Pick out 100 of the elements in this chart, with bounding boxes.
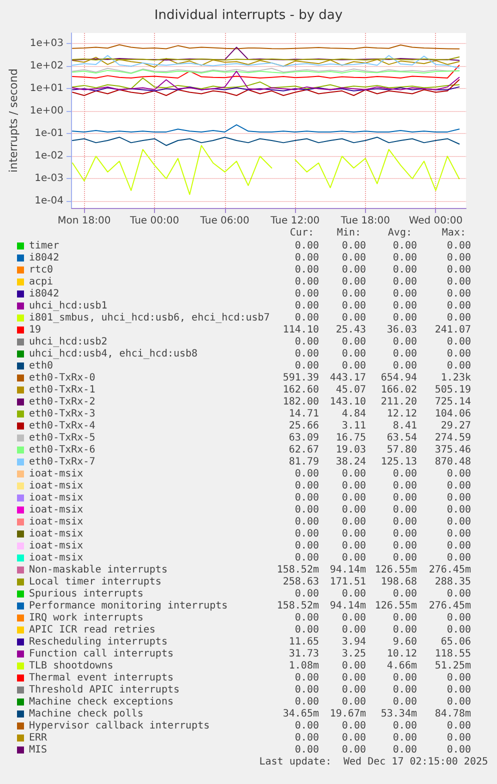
text: 0.00 [342, 504, 366, 516]
text: 0.00 [342, 672, 366, 684]
text: 0.00 [392, 468, 417, 480]
text: 0.00 [342, 744, 366, 756]
text: 118.55 [434, 648, 471, 660]
y-tick-label: 1e+03 [30, 38, 64, 50]
legend-label: Local timer interrupts [29, 576, 162, 588]
text: 126.55m [374, 564, 417, 576]
text: 0.00 [446, 684, 471, 696]
text: 81.79 [288, 456, 319, 468]
text: 0.00 [294, 264, 319, 276]
text: 0.00 [342, 360, 366, 372]
line-series [72, 70, 460, 90]
text: 0.00 [446, 312, 471, 324]
text: Last update: Wed Dec 17 02:15:00 2025 [259, 756, 488, 768]
text: 0.00 [392, 672, 417, 684]
legend-label: eth0-TxRx-6 [29, 444, 96, 456]
text: 870.48 [434, 456, 471, 468]
text: 57.80 [386, 444, 417, 456]
legend-label: uhci_hcd:usb1 [29, 300, 108, 312]
legend-label: ioat-msix [29, 480, 84, 492]
text: 0.00 [446, 624, 471, 636]
text: 0.00 [294, 504, 319, 516]
text: 0.00 [392, 540, 417, 552]
text: 0.00 [294, 348, 319, 360]
text: 84.78m [434, 708, 471, 720]
text: 9.60 [392, 636, 417, 648]
legend-label: eth0 [29, 360, 54, 372]
text: 0.00 [392, 288, 417, 300]
x-tick-label: Mon 18:00 [58, 216, 111, 226]
text: 0.00 [342, 480, 366, 492]
legend-label: rtc0 [29, 264, 54, 276]
legend-label: Hypervisor callback interrupts [29, 720, 210, 732]
x-tick-label: Wed 00:00 [408, 216, 463, 226]
text: 125.13 [380, 456, 417, 468]
text: 0.00 [392, 720, 417, 732]
text: 0.00 [392, 588, 417, 600]
text: 0.00 [342, 336, 366, 348]
text: 0.00 [294, 672, 319, 684]
x-tick-label: Tue 12:00 [270, 216, 320, 226]
legend-label: ioat-msix [29, 540, 84, 552]
text: 0.00 [446, 252, 471, 264]
text: 29.27 [440, 420, 471, 432]
text: 725.14 [434, 396, 471, 408]
legend-label: APIC ICR read retries [29, 624, 156, 636]
text: 0.00 [342, 516, 366, 528]
text: 19.67m [330, 708, 366, 720]
text: 0.00 [392, 252, 417, 264]
legend-label: Thermal event interrupts [29, 672, 174, 684]
legend-label: 19 [29, 324, 42, 336]
text: 0.00 [392, 480, 417, 492]
text: 16.75 [336, 432, 366, 444]
text: 63.09 [288, 432, 319, 444]
legend-label: eth0-TxRx-4 [29, 420, 96, 432]
y-axis-title: interrupts / second [7, 68, 20, 172]
x-tick-label: Tue 06:00 [199, 216, 250, 226]
text: 62.67 [288, 444, 319, 456]
text: 0.00 [342, 300, 366, 312]
text: 0.00 [446, 492, 471, 504]
text: 0.00 [446, 528, 471, 540]
legend-label: IRQ work interrupts [29, 612, 144, 624]
text: 443.17 [330, 372, 366, 384]
legend-label: ioat-msix [29, 468, 84, 480]
text: 0.00 [294, 360, 319, 372]
text: 0.00 [294, 312, 319, 324]
text: 211.20 [380, 396, 417, 408]
text: 0.00 [342, 552, 366, 564]
text: 0.00 [342, 612, 366, 624]
y-tick-label: 1e+02 [30, 60, 64, 72]
text: 0.00 [342, 540, 366, 552]
text: 0.00 [392, 552, 417, 564]
text: 0.00 [446, 588, 471, 600]
text: 0.00 [342, 288, 366, 300]
text: 8.41 [392, 420, 417, 432]
legend-label: Performance monitoring interrupts [29, 600, 228, 612]
text: 0.00 [446, 552, 471, 564]
text: 12.12 [386, 408, 417, 420]
text: 0.00 [392, 492, 417, 504]
text: 0.00 [446, 468, 471, 480]
text: 0.00 [392, 276, 417, 288]
text: 3.94 [342, 636, 366, 648]
text: 375.46 [434, 444, 471, 456]
text: 126.55m [374, 600, 417, 612]
text: 0.00 [342, 660, 366, 672]
text: 0.00 [446, 516, 471, 528]
text: 0.00 [446, 612, 471, 624]
legend-label: eth0-TxRx-7 [29, 456, 96, 468]
legend-label: eth0-TxRx-0 [29, 372, 96, 384]
text: 4.66m [386, 660, 417, 672]
text: 0.00 [342, 624, 366, 636]
text: 0.00 [342, 588, 366, 600]
text: 31.73 [288, 648, 319, 660]
text: 0.00 [392, 264, 417, 276]
legend-label: eth0-TxRx-5 [29, 432, 96, 444]
y-tick-label: 1e-04 [34, 196, 64, 207]
text: 0.00 [342, 720, 366, 732]
text: 505.19 [434, 384, 471, 396]
text: 38.24 [336, 456, 366, 468]
text: 0.00 [294, 492, 319, 504]
text: 1.23k [440, 372, 471, 384]
